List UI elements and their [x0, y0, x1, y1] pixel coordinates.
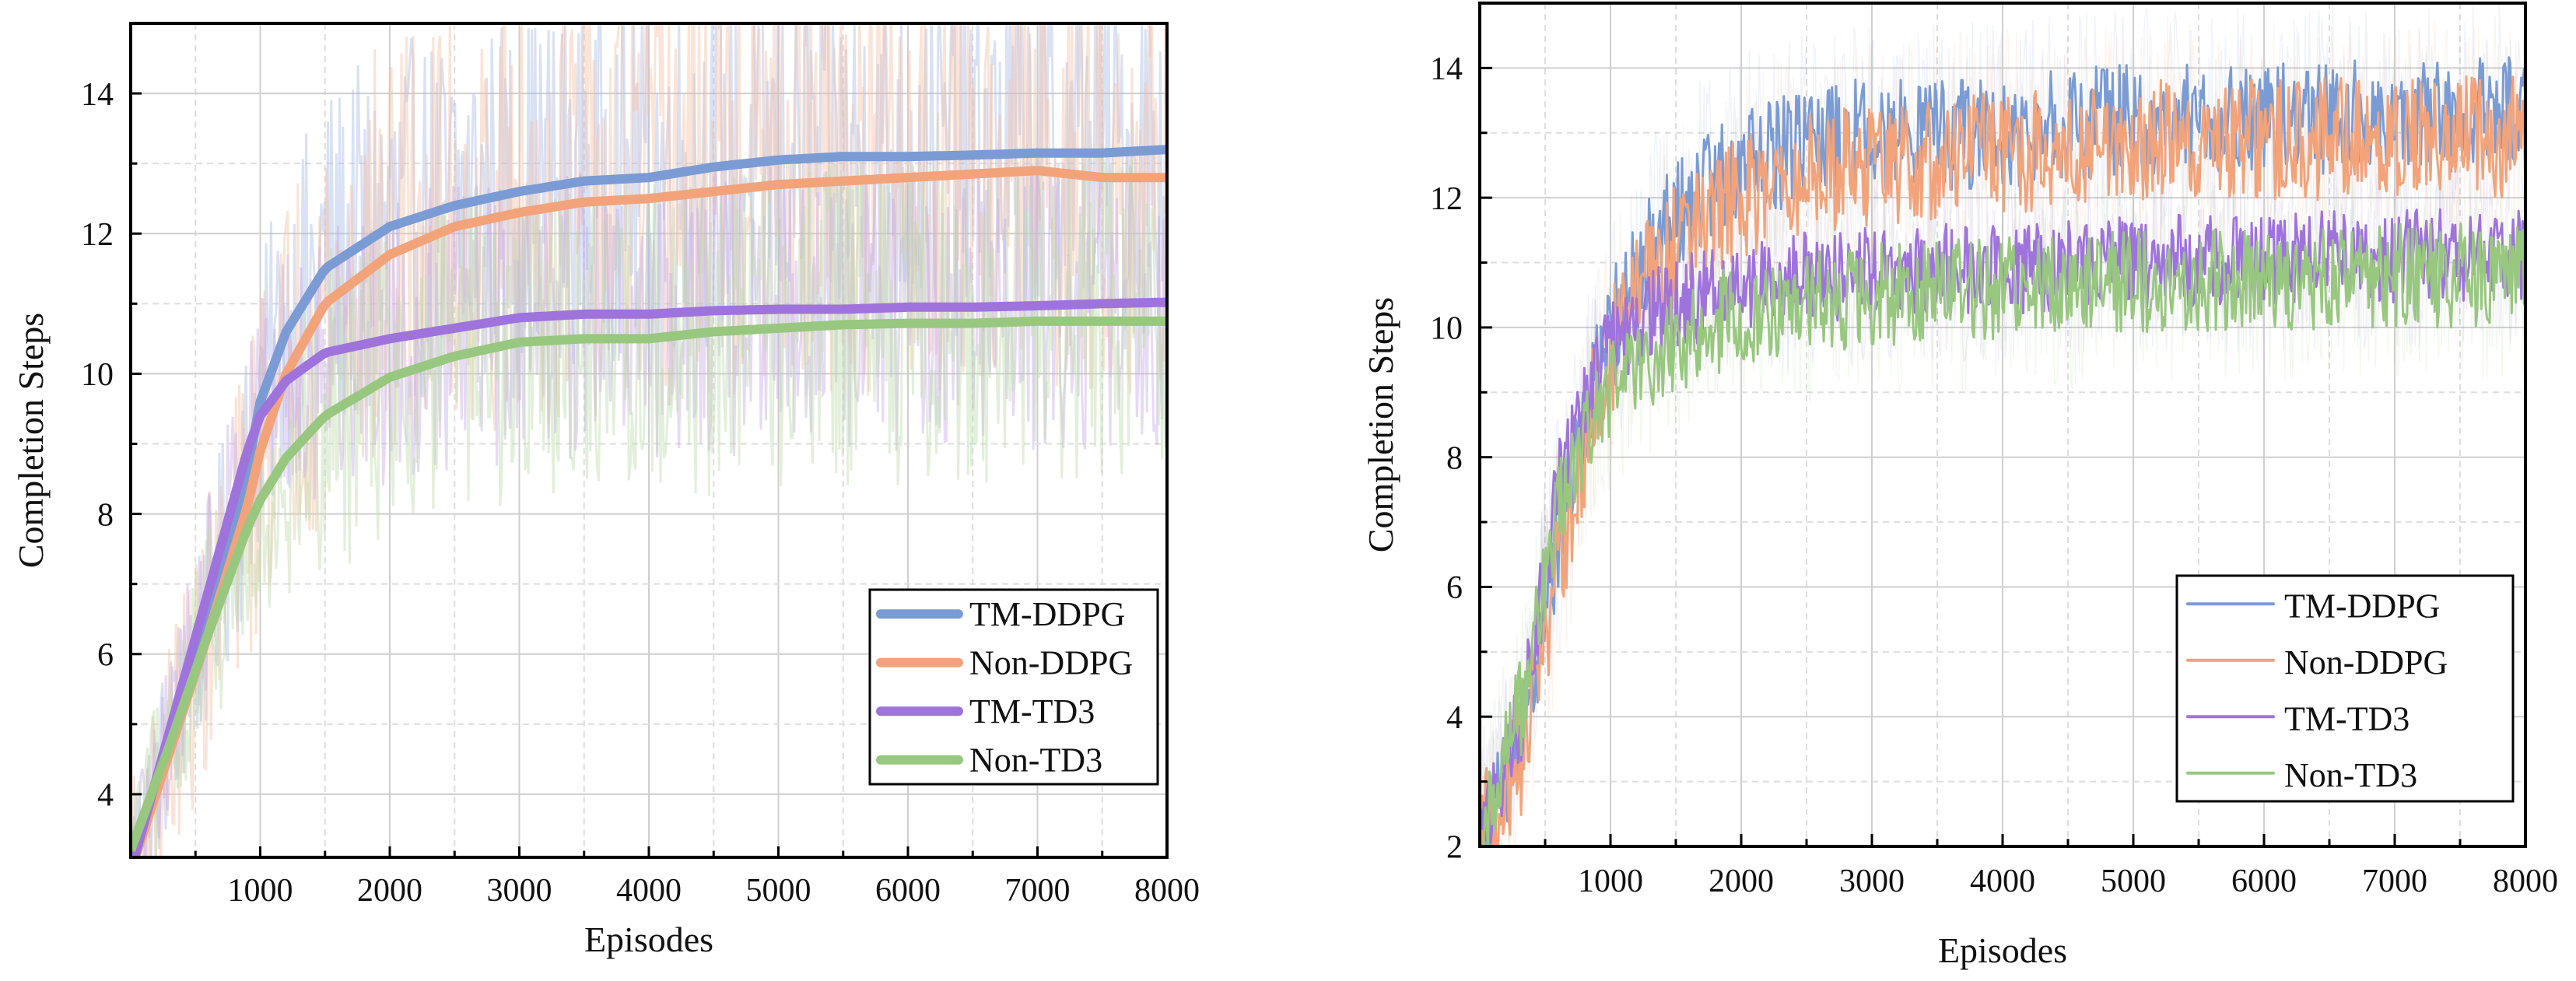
raw-series-non-ddpg — [131, 23, 1167, 857]
y-axis-title: Completion Steps — [1361, 297, 1400, 552]
raw-series-tm-td3 — [131, 164, 1167, 857]
y-tick-label: 10 — [1430, 311, 1463, 347]
legend-label-tm-ddpg: TM-DDPG — [969, 595, 1125, 633]
x-tick-label: 3000 — [1839, 864, 1905, 899]
legend: TM-DDPG Non-DDPG TM-TD3 Non-TD3 — [868, 588, 1159, 786]
legend-box — [2175, 574, 2515, 803]
legend-label-tm-td3: TM-TD3 — [969, 692, 1095, 730]
y-tick-label: 4 — [97, 778, 114, 814]
y-tick-label: 8 — [1446, 440, 1463, 476]
legend-label-non-td3: Non-TD3 — [969, 741, 1102, 780]
x-tick-label: 5000 — [2101, 864, 2166, 899]
grid — [131, 23, 1167, 857]
left-chart-panel: 1000 2000 3000 4000 5000 6000 7000 8000 4 6 8 10 12 1… — [11, 22, 1200, 959]
x-tick-label: 1000 — [228, 873, 293, 909]
x-tick-label: 6000 — [2231, 864, 2297, 899]
legend-label-tm-td3: TM-TD3 — [2284, 699, 2410, 738]
x-tick-label: 5000 — [746, 873, 811, 909]
x-axis-title: Episodes — [584, 920, 713, 959]
series-layer — [1480, 3, 2525, 846]
right-chart-panel: 1000 2000 3000 4000 5000 6000 7000 8000 2 4 6 8 10 12… — [1361, 2, 2558, 970]
series-line-non-ddpg — [131, 166, 1167, 857]
x-tick-label: 2000 — [357, 873, 422, 909]
x-tick-label: 4000 — [616, 873, 682, 909]
x-tick-label: 8000 — [1134, 873, 1200, 909]
series-line-non-td3 — [131, 316, 1167, 853]
series-line-tm-ddpg — [131, 145, 1167, 857]
band-series-tm-ddpg — [1480, 3, 2525, 846]
y-tick-label: 12 — [81, 217, 114, 253]
legend-label-non-td3: Non-TD3 — [2284, 756, 2417, 794]
y-tick-label: 6 — [1446, 570, 1463, 606]
y-tick-label: 2 — [1446, 830, 1463, 866]
series-line-tm-td3 — [131, 297, 1167, 857]
x-tick-label: 1000 — [1578, 864, 1643, 899]
legend-label-non-ddpg: Non-DDPG — [969, 644, 1133, 682]
legend: TM-DDPG Non-DDPG TM-TD3 Non-TD3 — [2175, 574, 2515, 803]
y-tick-label: 14 — [81, 77, 114, 113]
y-tick-label: 12 — [1430, 181, 1463, 217]
series-line-non-td3 — [1480, 222, 2525, 846]
y-tick-label: 14 — [1430, 51, 1463, 87]
x-tick-label: 8000 — [2493, 864, 2558, 899]
axis-ticks: 1000 2000 3000 4000 5000 6000 7000 8000 2 4 6 8 10 12… — [1430, 51, 2558, 899]
legend-label-tm-ddpg: TM-DDPG — [2284, 587, 2440, 625]
x-tick-label: 7000 — [1005, 873, 1071, 909]
x-tick-label: 3000 — [487, 873, 552, 909]
y-axis-title: Completion Steps — [11, 313, 51, 568]
y-tick-label: 8 — [97, 497, 114, 533]
x-tick-label: 6000 — [875, 873, 941, 909]
x-tick-label: 4000 — [1970, 864, 2035, 899]
legend-label-non-ddpg: Non-DDPG — [2284, 643, 2448, 681]
x-tick-label: 2000 — [1709, 864, 1774, 899]
axis-ticks: 1000 2000 3000 4000 5000 6000 7000 8000 4 6 8 10 12 1… — [81, 77, 1200, 909]
y-tick-label: 6 — [97, 637, 114, 673]
y-tick-label: 4 — [1446, 700, 1463, 736]
x-tick-label: 7000 — [2362, 864, 2427, 899]
x-axis-title: Episodes — [1938, 930, 2067, 970]
legend-box — [868, 588, 1159, 786]
y-tick-label: 10 — [81, 357, 114, 393]
series-layer — [131, 23, 1167, 857]
